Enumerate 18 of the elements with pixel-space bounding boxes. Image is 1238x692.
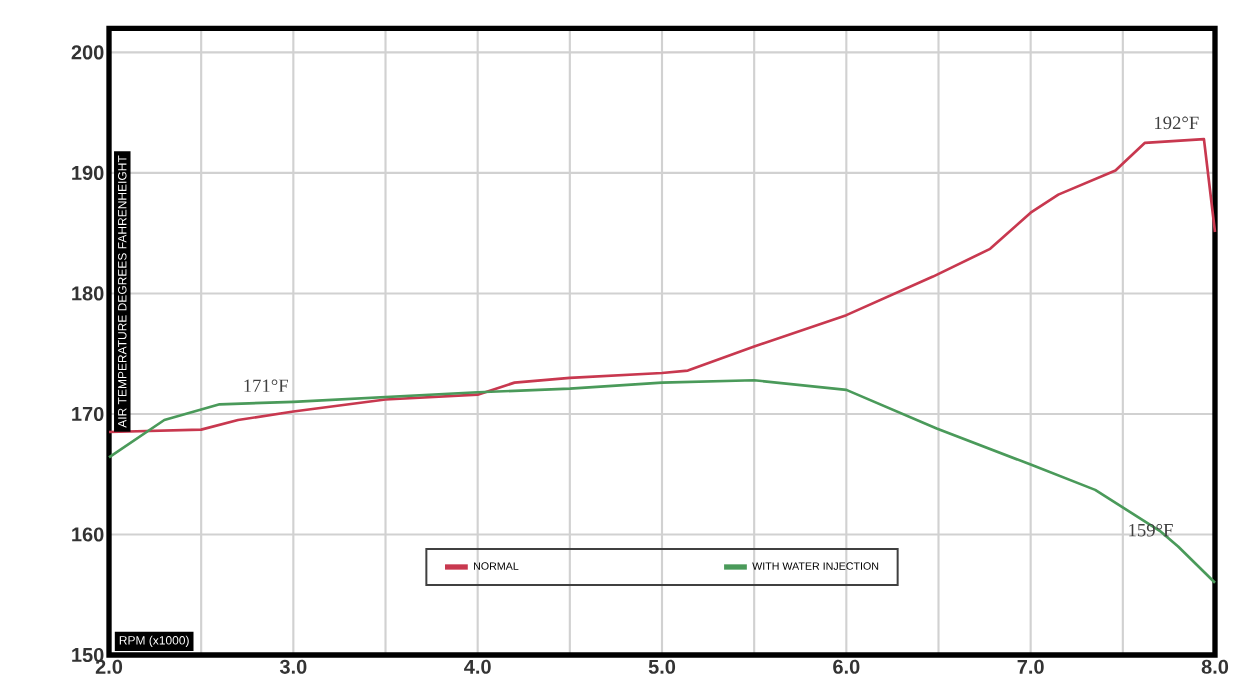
y-tick-label: 180: [72, 286, 104, 301]
y-tick-label: 170: [72, 406, 104, 422]
x-tick-label: 8.0: [1201, 659, 1229, 674]
legend-label: WITH WATER INJECTION: [752, 562, 879, 570]
x-tick-label: 3.0: [279, 659, 307, 674]
y-tick-label: 200: [71, 45, 104, 60]
x-tick-label: 4.0: [464, 659, 491, 674]
y-axis-title: AIR TEMPERATURE DEGREES FAHRENHEIGHT: [118, 155, 127, 428]
annotation: 192°F: [1155, 116, 1199, 130]
y-tick-label: 160: [72, 527, 104, 542]
legend-label: NORMAL: [474, 562, 519, 570]
x-tick-label: 7.0: [1017, 659, 1044, 674]
annotation: 171°F: [244, 379, 288, 392]
line-series: [107, 137, 1217, 434]
x-tick-label: 5.0: [648, 659, 676, 674]
x-axis-title: RPM (x1000): [119, 635, 189, 647]
y-tick-label: 190: [72, 165, 104, 181]
x-tick-label: 6.0: [833, 659, 860, 674]
